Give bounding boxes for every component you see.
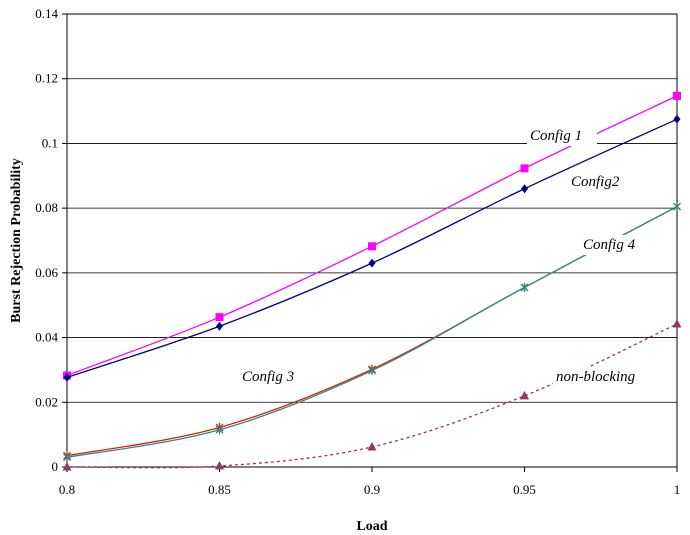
data-point-config2 <box>216 321 223 331</box>
annotation-backing <box>580 235 650 255</box>
y-tick-label: 0.14 <box>35 6 58 21</box>
y-tick-label: 0.06 <box>35 265 58 280</box>
x-axis-title: Load <box>356 519 387 534</box>
x-tick-label: 0.95 <box>513 482 536 497</box>
data-point-config2 <box>368 258 376 268</box>
x-axis-ticks: 0.8 0.85 0.9 0.95 1 <box>59 467 680 497</box>
series-group <box>62 91 682 471</box>
annotation-label: non-blocking <box>556 369 636 385</box>
data-point-config-1 <box>215 313 224 322</box>
annotation-label: Config 4 <box>583 237 636 253</box>
x-tick-label: 0.85 <box>208 482 231 497</box>
y-tick-label: 0 <box>52 459 59 474</box>
data-point-config-4 <box>368 366 376 376</box>
x-tick-label: 1 <box>674 482 681 497</box>
y-axis-ticks: 0 0.02 0.04 0.06 0.08 0.1 0.12 0.14 <box>35 6 67 474</box>
x-tick-label: 0.8 <box>59 482 75 497</box>
data-point-config-1 <box>520 164 529 173</box>
data-point-config-4 <box>520 282 529 292</box>
data-point-config-4 <box>673 202 681 212</box>
annotation-backing <box>568 172 630 192</box>
data-point-config2 <box>63 372 71 382</box>
annotation-label: Config 1 <box>530 128 582 144</box>
data-point-config-1 <box>368 242 376 251</box>
annotation-label: Config 3 <box>242 369 294 385</box>
series-non-blocking <box>62 318 682 471</box>
data-point-config2 <box>521 184 528 194</box>
data-point-config2 <box>673 114 681 124</box>
data-point-non-blocking <box>367 441 377 451</box>
annotation-backing <box>239 367 305 387</box>
y-tick-label: 0.1 <box>42 135 58 150</box>
series-config2 <box>63 114 681 382</box>
data-point-config-4 <box>63 452 71 462</box>
data-point-config-1 <box>673 91 681 100</box>
y-tick-label: 0.04 <box>35 330 58 345</box>
annotation-label: Config2 <box>571 174 620 190</box>
annotation-backing <box>553 367 649 387</box>
data-point-config-4 <box>215 425 224 435</box>
y-tick-label: 0.08 <box>35 200 58 215</box>
data-point-non-blocking <box>672 318 682 328</box>
series-config-4 <box>63 202 681 462</box>
y-axis-title: Burst Rejection Probability <box>9 158 24 323</box>
data-point-non-blocking <box>215 461 224 470</box>
data-point-non-blocking <box>520 390 529 400</box>
annotations: Config 1 Config2 Config 4 Config 3 non-block… <box>239 126 650 387</box>
y-tick-label: 0.12 <box>35 71 58 86</box>
data-point-non-blocking <box>62 462 72 471</box>
annotation-backing <box>527 126 597 146</box>
y-tick-label: 0.02 <box>35 394 58 409</box>
x-tick-label: 0.9 <box>364 482 380 497</box>
